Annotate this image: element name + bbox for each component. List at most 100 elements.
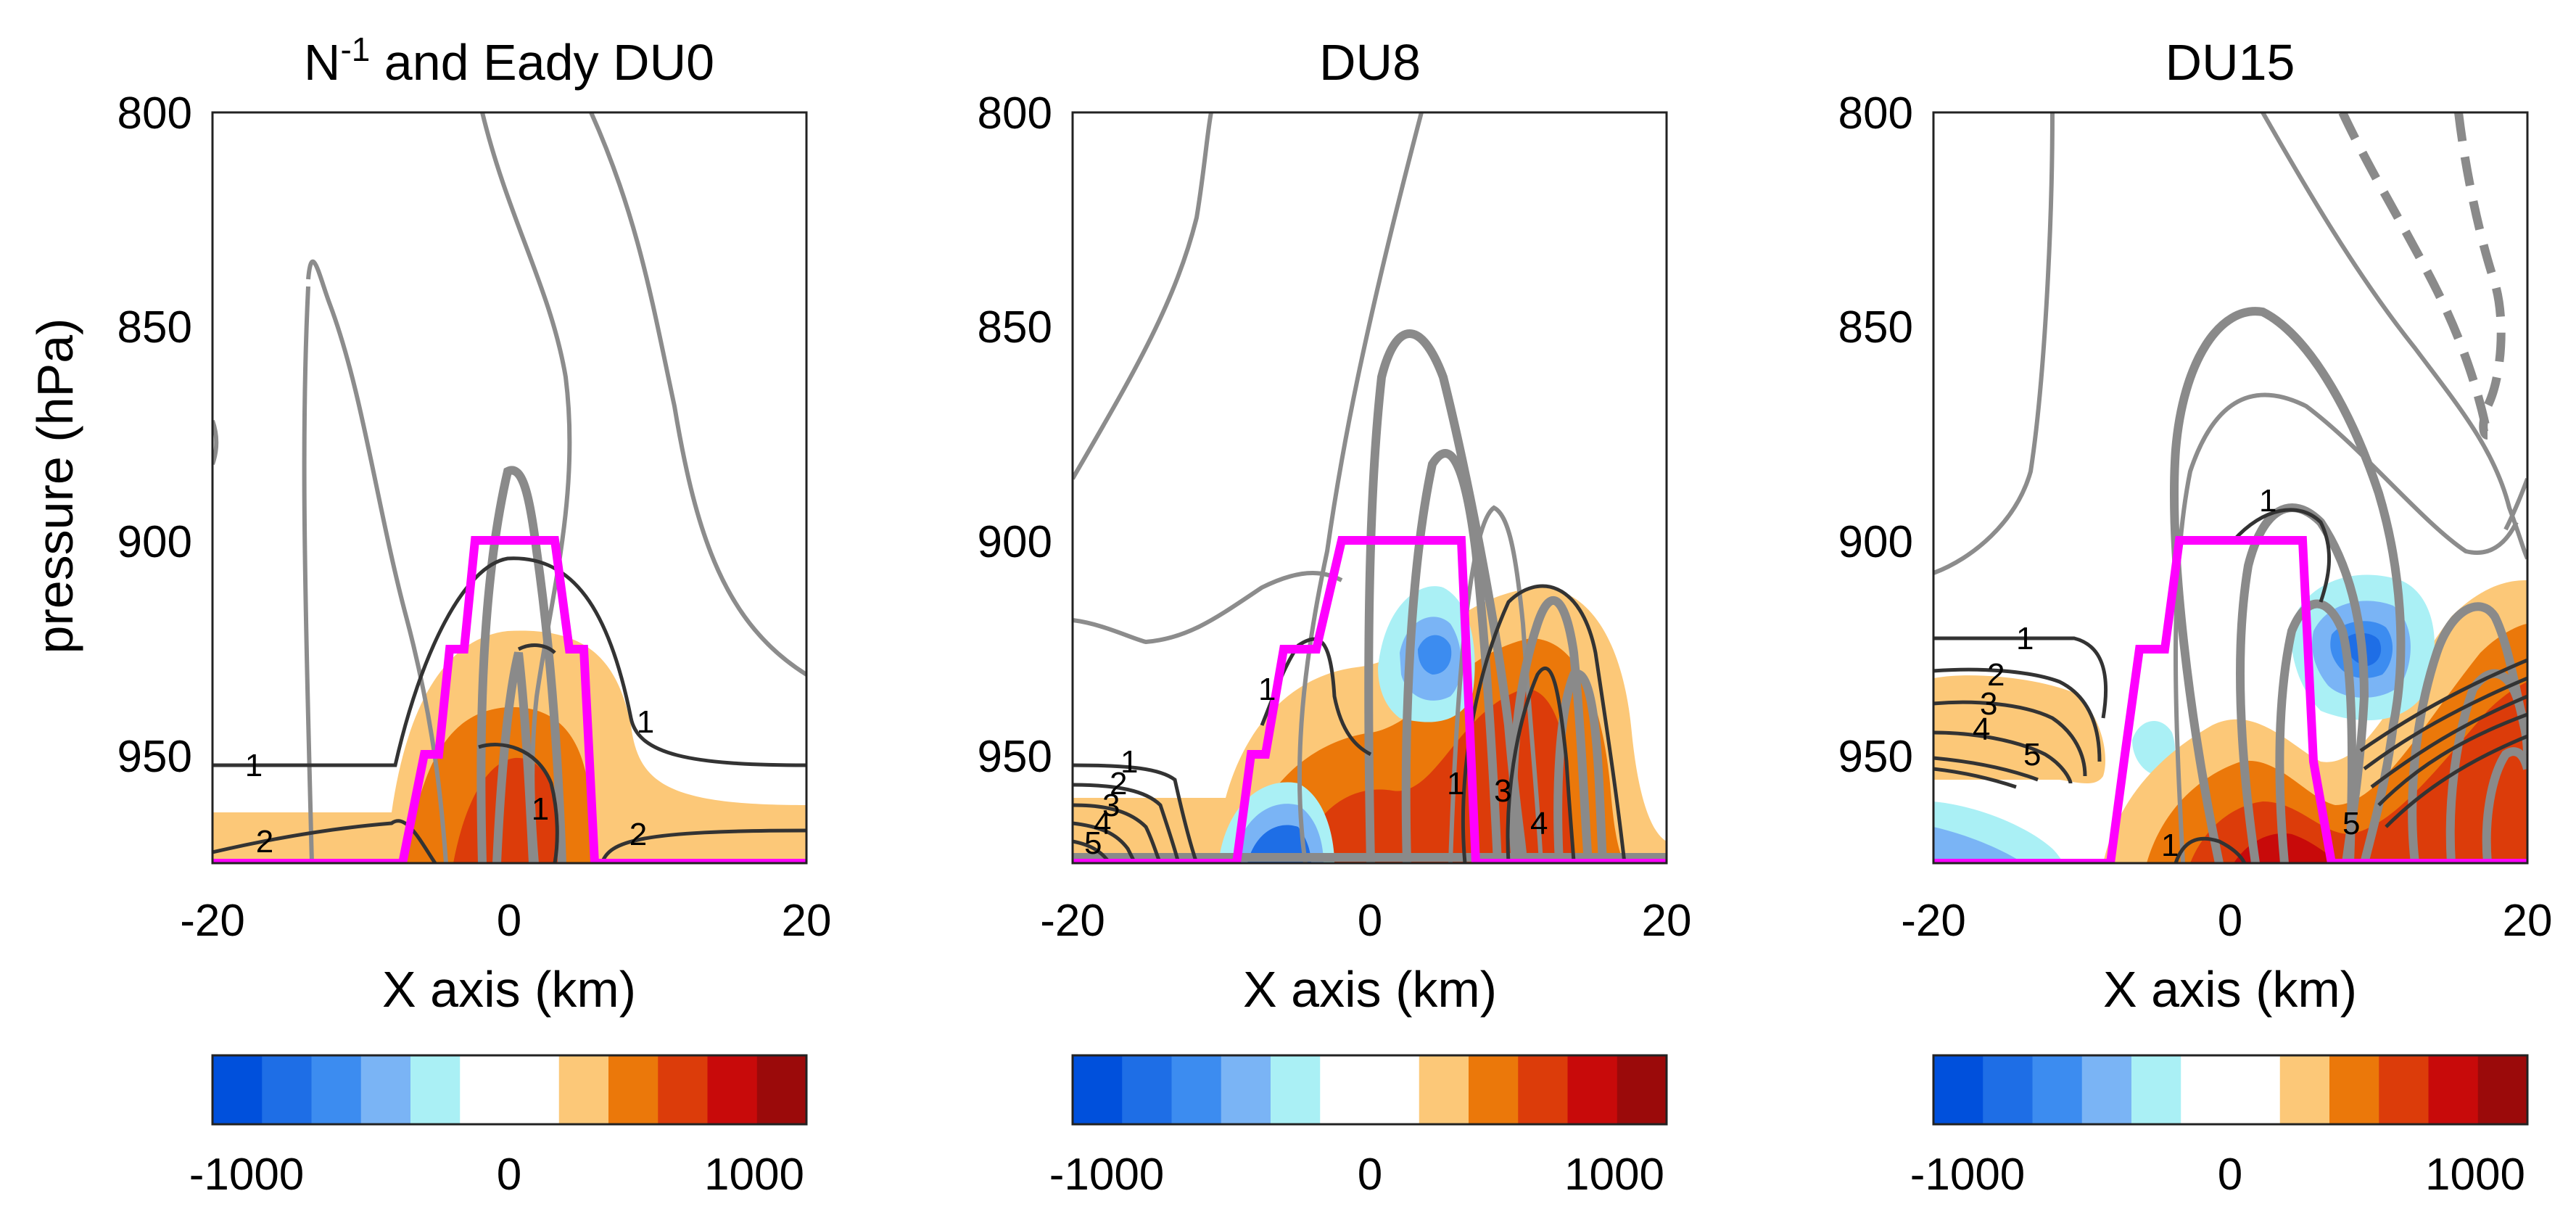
contour-label: 1	[637, 704, 654, 740]
contour-thick-gray	[2275, 599, 2356, 863]
colorbar-cell	[1073, 1055, 1123, 1124]
colorbar-cell	[1617, 1055, 1667, 1124]
contour-label: 5	[2023, 737, 2041, 772]
contour-labels-left: 1 2 1 1 2	[245, 704, 654, 860]
x-tick-label: 20	[2503, 896, 2553, 946]
colorbar-frame	[1932, 1054, 2529, 1126]
colorbar-cell	[311, 1055, 362, 1124]
colorbar-tick-label: 1000	[2425, 1150, 2525, 1200]
contour-label: 1	[1120, 744, 1138, 780]
x-tick-label: 0	[2218, 896, 2242, 946]
contour-dark-small	[517, 643, 556, 654]
axes-frame-left	[211, 111, 808, 865]
plot-area-right	[1933, 112, 2527, 863]
colorbar-cell	[2081, 1055, 2132, 1124]
y-tick-label: 900	[1838, 517, 1913, 567]
colorbar-tick-label: 0	[1358, 1150, 1382, 1200]
colorbar-cell	[1221, 1055, 1271, 1124]
contour-thin-gray	[2261, 112, 2527, 560]
colorbar-cell	[1122, 1055, 1173, 1124]
contour-dark	[1933, 667, 2102, 762]
colorbar-cell	[2428, 1055, 2479, 1124]
contour-label: 1	[2161, 828, 2179, 863]
colorbar-middle: -1000 0 1000	[1049, 1054, 1668, 1200]
contour-label: 3	[1980, 686, 1997, 722]
contour-label: 3	[1494, 773, 1511, 809]
colorbar-left: -1000 0 1000	[189, 1054, 808, 1200]
colorbar-cell	[262, 1055, 313, 1124]
colorbar-cell	[608, 1055, 659, 1124]
x-axis-label: X axis (km)	[2103, 961, 2357, 1018]
colorbar-cell	[558, 1055, 609, 1124]
y-tick-label: 950	[978, 732, 1052, 782]
y-tick-label: 850	[117, 302, 192, 353]
fill-band-blue	[1933, 827, 2023, 863]
panel-middle-title: DU8	[1319, 34, 1421, 91]
colorbar-cell	[1518, 1055, 1569, 1124]
x-tick-label: 20	[782, 896, 832, 946]
contour-thin-gray	[2503, 477, 2527, 531]
title-superscript: -1	[340, 30, 370, 68]
y-tick-label: 850	[1838, 302, 1913, 353]
y-tick-label: 900	[117, 517, 192, 567]
x-tick-labels-middle: -20 0 20	[1040, 896, 1691, 946]
contour-dark	[2363, 676, 2527, 771]
contour-dark	[1933, 767, 2017, 789]
colorbar-cell	[1419, 1055, 1469, 1124]
contour-dashed	[2338, 112, 2492, 437]
contour-dark-inner	[478, 743, 559, 863]
contour-dashed	[2454, 112, 2506, 440]
contour-thick-gray	[476, 466, 566, 863]
contour-dark	[1933, 756, 2039, 782]
axes-frame-middle	[1071, 111, 1668, 865]
contour-label: 1	[1258, 672, 1276, 707]
colorbar-cell	[658, 1055, 709, 1124]
y-tick-label: 950	[1838, 732, 1913, 782]
colorbar-tick-label: 1000	[1564, 1150, 1664, 1200]
colorbar-cell	[1933, 1055, 1983, 1124]
fill-band-red	[2190, 682, 2527, 863]
x-axis-label: X axis (km)	[1243, 961, 1497, 1018]
contour-label: 5	[2342, 806, 2360, 841]
y-tick-label: 800	[978, 88, 1052, 139]
colorbar-tick-label: 1000	[704, 1150, 804, 1200]
colorbar-cell	[2131, 1055, 2181, 1124]
y-tick-label: 900	[978, 517, 1052, 567]
colorbar-cell	[1469, 1055, 1519, 1124]
y-tick-label: 800	[117, 88, 192, 139]
colorbar-cell	[2329, 1055, 2379, 1124]
colorbar-cell	[707, 1055, 758, 1124]
x-tick-label: 20	[1642, 896, 1692, 946]
x-tick-label: -20	[1901, 896, 1966, 946]
colorbar-cell	[360, 1055, 411, 1124]
colorbar-cell	[2181, 1055, 2232, 1124]
contour-dark	[2385, 734, 2527, 828]
contour-dark-2	[600, 828, 806, 863]
y-tick-label: 800	[1838, 88, 1913, 139]
colorbar-cell	[460, 1055, 511, 1124]
contour-label: 3	[1102, 788, 1120, 823]
y-tick-labels-left: 800 850 900 950	[117, 88, 192, 782]
colorbar-cell	[1320, 1055, 1371, 1124]
contour-dark	[1933, 730, 2073, 784]
x-axis-label: X axis (km)	[382, 961, 636, 1018]
fill-band-darkblue	[1418, 635, 1452, 675]
colorbar-frame	[211, 1054, 808, 1126]
contour-thin-gray	[1073, 112, 1213, 480]
contour-dark	[1933, 700, 2087, 777]
contour-label: 2	[1987, 657, 2005, 693]
mountain-outline	[212, 536, 806, 863]
x-tick-label: 0	[497, 896, 521, 946]
contour-thin-gray	[2174, 392, 2519, 863]
contour-dark	[1073, 763, 1199, 863]
panel-middle: DU8	[978, 34, 1692, 1200]
contour-thick-gray	[1364, 329, 1527, 863]
plot-area-left	[212, 112, 806, 863]
contour-dark	[2174, 836, 2247, 863]
contour-labels-right: 1 2 3 4 5 1 1 5	[1973, 483, 2360, 863]
contour-dark	[1506, 666, 1576, 863]
contour-thin-gray	[1933, 112, 2055, 575]
contour-label: 1	[2016, 621, 2034, 656]
colorbar-cell	[212, 1055, 263, 1124]
contour-label: 1	[245, 748, 263, 783]
